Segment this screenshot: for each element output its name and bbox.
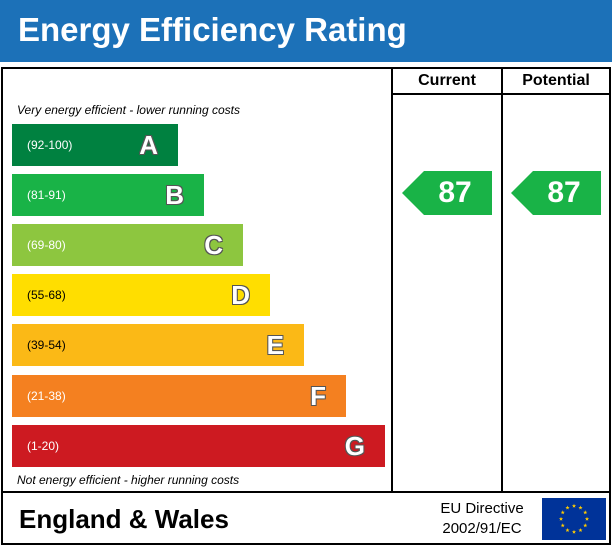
eu-star-icon: [560, 510, 565, 515]
eu-star-icon: [571, 503, 577, 508]
eu-star-icon: [584, 516, 590, 521]
eu-star-icon: [565, 505, 570, 510]
footer-divider: [1, 491, 611, 493]
band-letter: C: [204, 230, 223, 260]
directive-line-2: 2002/91/EC: [442, 520, 522, 537]
band-range: (69-80): [27, 238, 66, 252]
eu-star-icon: [583, 510, 588, 515]
eu-star-icon: [578, 528, 583, 533]
arrow-shape: [511, 171, 601, 215]
band-range: (81-91): [27, 188, 66, 202]
note-very-efficient: Very energy efficient - lower running co…: [17, 103, 240, 117]
column-header-divider: [391, 93, 611, 95]
eu-star-icon: [583, 523, 588, 528]
current-rating-arrow: 87: [402, 171, 492, 215]
band-f: (21-38) F: [12, 375, 346, 417]
band-letter: B: [165, 180, 184, 210]
eu-star-icon: [558, 516, 564, 521]
eu-flag-icon: [542, 498, 606, 540]
header-bar: Energy Efficiency Rating: [0, 0, 612, 62]
page-title: Energy Efficiency Rating: [18, 11, 407, 48]
band-letter: G: [344, 431, 365, 461]
band-letter: A: [139, 130, 158, 160]
potential-rating-value: 87: [547, 176, 581, 209]
band-letter: D: [231, 280, 250, 310]
eu-star-icon: [560, 523, 565, 528]
eu-star-icon: [578, 505, 583, 510]
region-label: England & Wales: [19, 504, 229, 534]
band-d: (55-68) D: [12, 274, 270, 316]
column-header-potential: Potential: [522, 72, 590, 89]
column-divider-right: [501, 67, 503, 492]
directive-line-1: EU Directive: [440, 500, 524, 517]
note-not-efficient: Not energy efficient - higher running co…: [17, 473, 240, 487]
band-range: (39-54): [27, 338, 66, 352]
current-rating-value: 87: [438, 176, 472, 209]
band-e: (39-54) E: [12, 324, 304, 366]
band-b: (81-91) B: [12, 174, 204, 216]
band-range: (92-100): [27, 138, 73, 152]
column-header-current: Current: [418, 72, 476, 89]
band-letter: F: [310, 381, 326, 411]
arrow-shape: [402, 171, 492, 215]
band-g: (1-20) G: [12, 425, 385, 467]
band-letter: E: [266, 330, 284, 360]
band-range: (21-38): [27, 389, 66, 403]
band-c: (69-80) C: [12, 224, 243, 266]
eu-star-icon: [571, 529, 577, 534]
potential-rating-arrow: 87: [511, 171, 601, 215]
band-range: (55-68): [27, 288, 66, 302]
band-range: (1-20): [27, 439, 60, 453]
rating-table: [1, 67, 611, 545]
column-divider-left: [391, 67, 393, 492]
band-a: (92-100) A: [12, 124, 178, 166]
eu-star-icon: [565, 528, 570, 533]
